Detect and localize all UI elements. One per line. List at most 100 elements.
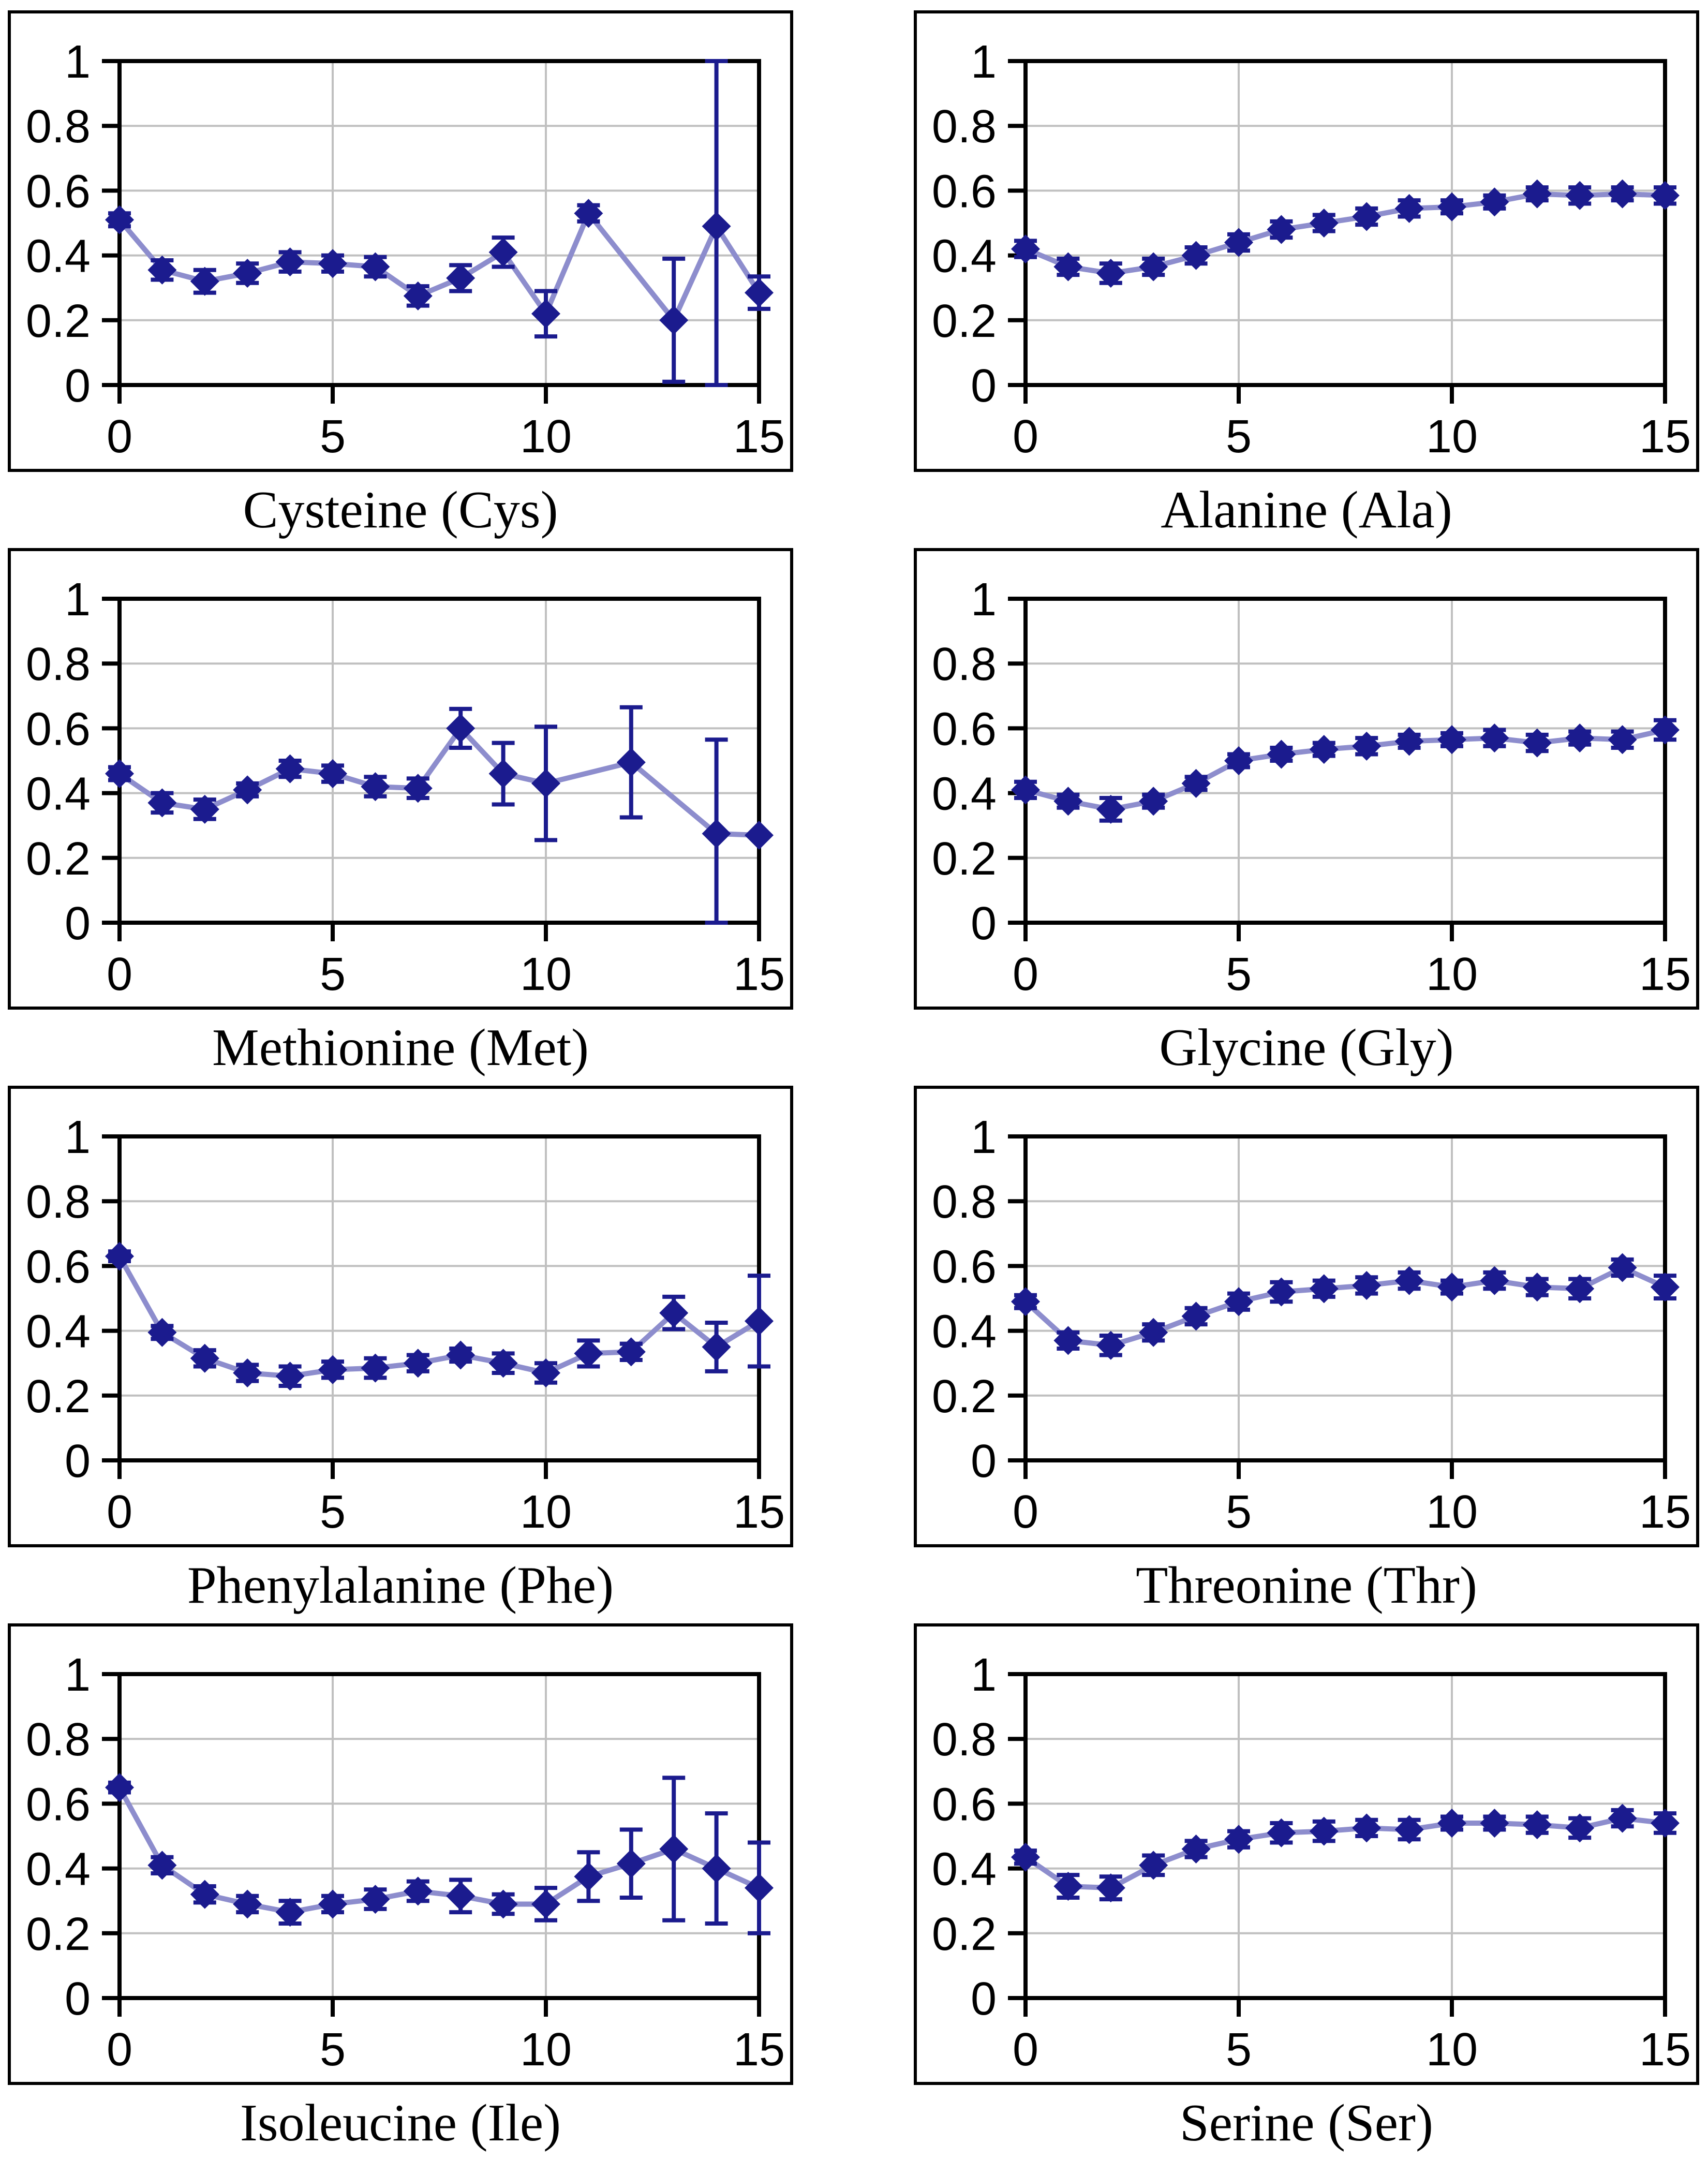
- svg-text:0.8: 0.8: [26, 101, 91, 153]
- glycine-chart: 0 0.2 0.4 0.6 0.8 1 0 5 10 15: [914, 548, 1699, 1010]
- svg-text:0.8: 0.8: [932, 101, 997, 153]
- svg-text:0: 0: [65, 1436, 91, 1487]
- svg-text:1: 1: [971, 1112, 997, 1163]
- svg-text:0.6: 0.6: [932, 703, 997, 755]
- cysteine-chart: 0 0.2 0.4 0.6 0.8 1 0 5 10 15: [8, 10, 793, 472]
- gridlines: [120, 61, 759, 385]
- svg-text:0: 0: [1013, 949, 1038, 1000]
- chart-title-threonine: Threonine (Thr): [1136, 1556, 1477, 1615]
- chart-title-methionine: Methionine (Met): [212, 1018, 589, 1077]
- chart-title-alanine: Alanine (Ala): [1161, 481, 1452, 539]
- serine-chart-svg: 00.20.40.60.810 5 10 15: [932, 1649, 1691, 2076]
- svg-text:1: 1: [65, 574, 91, 626]
- svg-text:0: 0: [65, 360, 91, 412]
- glycine-chart-svg: 00.20.40.60.810 5 10 15: [932, 574, 1691, 1000]
- svg-text:0.4: 0.4: [932, 231, 997, 283]
- series-line: [1024, 1815, 1666, 1891]
- chart-panel-phenylalanine: 0 0.2 0.4 0.6 0.8 1 0 5 10 15 Phenylalanine (Phe): [8, 1086, 793, 1623]
- svg-text:0.4: 0.4: [932, 1844, 997, 1896]
- svg-text:10: 10: [520, 2024, 572, 2076]
- chart-panel-alanine: 0 0.2 0.4 0.6 0.8 1 0 5 10 15 Alanine (Ala): [914, 10, 1699, 548]
- svg-text:0.8: 0.8: [26, 639, 91, 690]
- svg-text:0: 0: [107, 2024, 132, 2076]
- isoleucine-chart: 0 0.2 0.4 0.6 0.8 1 0 5 10 15: [8, 1623, 793, 2085]
- svg-text:5: 5: [320, 1486, 346, 1538]
- svg-text:10: 10: [1426, 949, 1478, 1000]
- svg-text:0: 0: [107, 411, 132, 463]
- tick-labels: 00.20.40.60.810 5 10 15: [932, 1112, 1691, 1538]
- cysteine-chart-svg: 00.20.40.60.810 5 10 15: [26, 36, 785, 463]
- svg-text:1: 1: [65, 1649, 91, 1701]
- svg-text:0.6: 0.6: [26, 1779, 91, 1830]
- svg-text:0.2: 0.2: [932, 1371, 997, 1423]
- svg-text:0.8: 0.8: [932, 1714, 997, 1766]
- svg-text:5: 5: [320, 411, 346, 463]
- methionine-chart: 0 0.2 0.4 0.6 0.8 1 0 5 10 15: [8, 548, 793, 1010]
- chart-panel-cysteine: 0 0.2 0.4 0.6 0.8 1 0 5 10 15 Cysteine (Cys): [8, 10, 793, 548]
- series-line: [1024, 727, 1666, 812]
- svg-text:0: 0: [1013, 2024, 1038, 2076]
- svg-text:10: 10: [520, 1486, 572, 1538]
- data-markers: [105, 714, 774, 850]
- methionine-chart-svg: 00.20.40.60.810 5 10 15: [26, 574, 785, 1000]
- svg-text:0.6: 0.6: [932, 1779, 997, 1830]
- svg-text:0.6: 0.6: [26, 703, 91, 755]
- tick-marks: [1008, 59, 1667, 404]
- svg-text:0.2: 0.2: [26, 1371, 91, 1423]
- tick-marks: [102, 1134, 761, 1479]
- serine-chart: 0 0.2 0.4 0.6 0.8 1 0 5 10 15: [914, 1623, 1699, 2085]
- svg-text:0: 0: [971, 360, 997, 412]
- svg-text:5: 5: [320, 949, 346, 1000]
- data-markers: [1011, 1253, 1680, 1360]
- svg-text:0: 0: [65, 898, 91, 950]
- data-markers: [105, 1241, 774, 1391]
- gridlines: [120, 599, 759, 923]
- tick-marks: [102, 59, 761, 404]
- svg-text:1: 1: [971, 574, 997, 626]
- tick-labels: 00.20.40.60.810 5 10 15: [26, 574, 785, 1000]
- tick-marks: [102, 597, 761, 941]
- data-markers: [1011, 179, 1680, 288]
- gridlines: [1026, 1136, 1665, 1460]
- svg-text:0: 0: [1013, 411, 1038, 463]
- data-markers: [105, 199, 774, 335]
- threonine-chart-svg: 00.20.40.60.810 5 10 15: [932, 1112, 1691, 1538]
- tick-marks: [102, 1672, 761, 2017]
- svg-text:0: 0: [971, 898, 997, 950]
- series-line: [1024, 191, 1666, 276]
- svg-text:0.6: 0.6: [26, 166, 91, 217]
- svg-text:5: 5: [1226, 949, 1252, 1000]
- svg-text:0: 0: [1013, 1486, 1038, 1538]
- svg-text:0.6: 0.6: [932, 1241, 997, 1293]
- gridlines: [1026, 599, 1665, 923]
- series-line: [117, 211, 762, 323]
- series-line: [117, 1786, 761, 1915]
- svg-text:15: 15: [733, 949, 785, 1000]
- alanine-chart: 0 0.2 0.4 0.6 0.8 1 0 5 10 15: [914, 10, 1699, 472]
- chart-title-phenylalanine: Phenylalanine (Phe): [187, 1556, 614, 1615]
- svg-text:15: 15: [1639, 949, 1691, 1000]
- svg-text:0.4: 0.4: [932, 1306, 997, 1358]
- svg-text:1: 1: [971, 1649, 997, 1701]
- tick-marks: [1008, 1134, 1667, 1479]
- svg-text:0.4: 0.4: [26, 231, 91, 283]
- series-line: [117, 1255, 761, 1379]
- tick-marks: [1008, 597, 1667, 941]
- chart-panel-serine: 0 0.2 0.4 0.6 0.8 1 0 5 10 15 Serine (Ser): [914, 1623, 1699, 2161]
- svg-text:0.8: 0.8: [26, 1714, 91, 1766]
- tick-labels: 00.20.40.60.810 5 10 15: [932, 36, 1691, 463]
- svg-text:15: 15: [1639, 411, 1691, 463]
- svg-text:0.2: 0.2: [932, 833, 997, 885]
- svg-text:15: 15: [733, 2024, 785, 2076]
- svg-text:0.8: 0.8: [26, 1176, 91, 1228]
- svg-text:0.4: 0.4: [932, 768, 997, 820]
- svg-text:0.4: 0.4: [26, 1844, 91, 1896]
- svg-text:0.8: 0.8: [932, 1176, 997, 1228]
- plot-frame: [117, 1672, 761, 2000]
- svg-text:0.2: 0.2: [26, 1909, 91, 1960]
- svg-text:15: 15: [733, 411, 785, 463]
- svg-text:1: 1: [65, 1112, 91, 1163]
- tick-labels: 00.20.40.60.810 5 10 15: [26, 36, 785, 463]
- svg-text:15: 15: [733, 1486, 785, 1538]
